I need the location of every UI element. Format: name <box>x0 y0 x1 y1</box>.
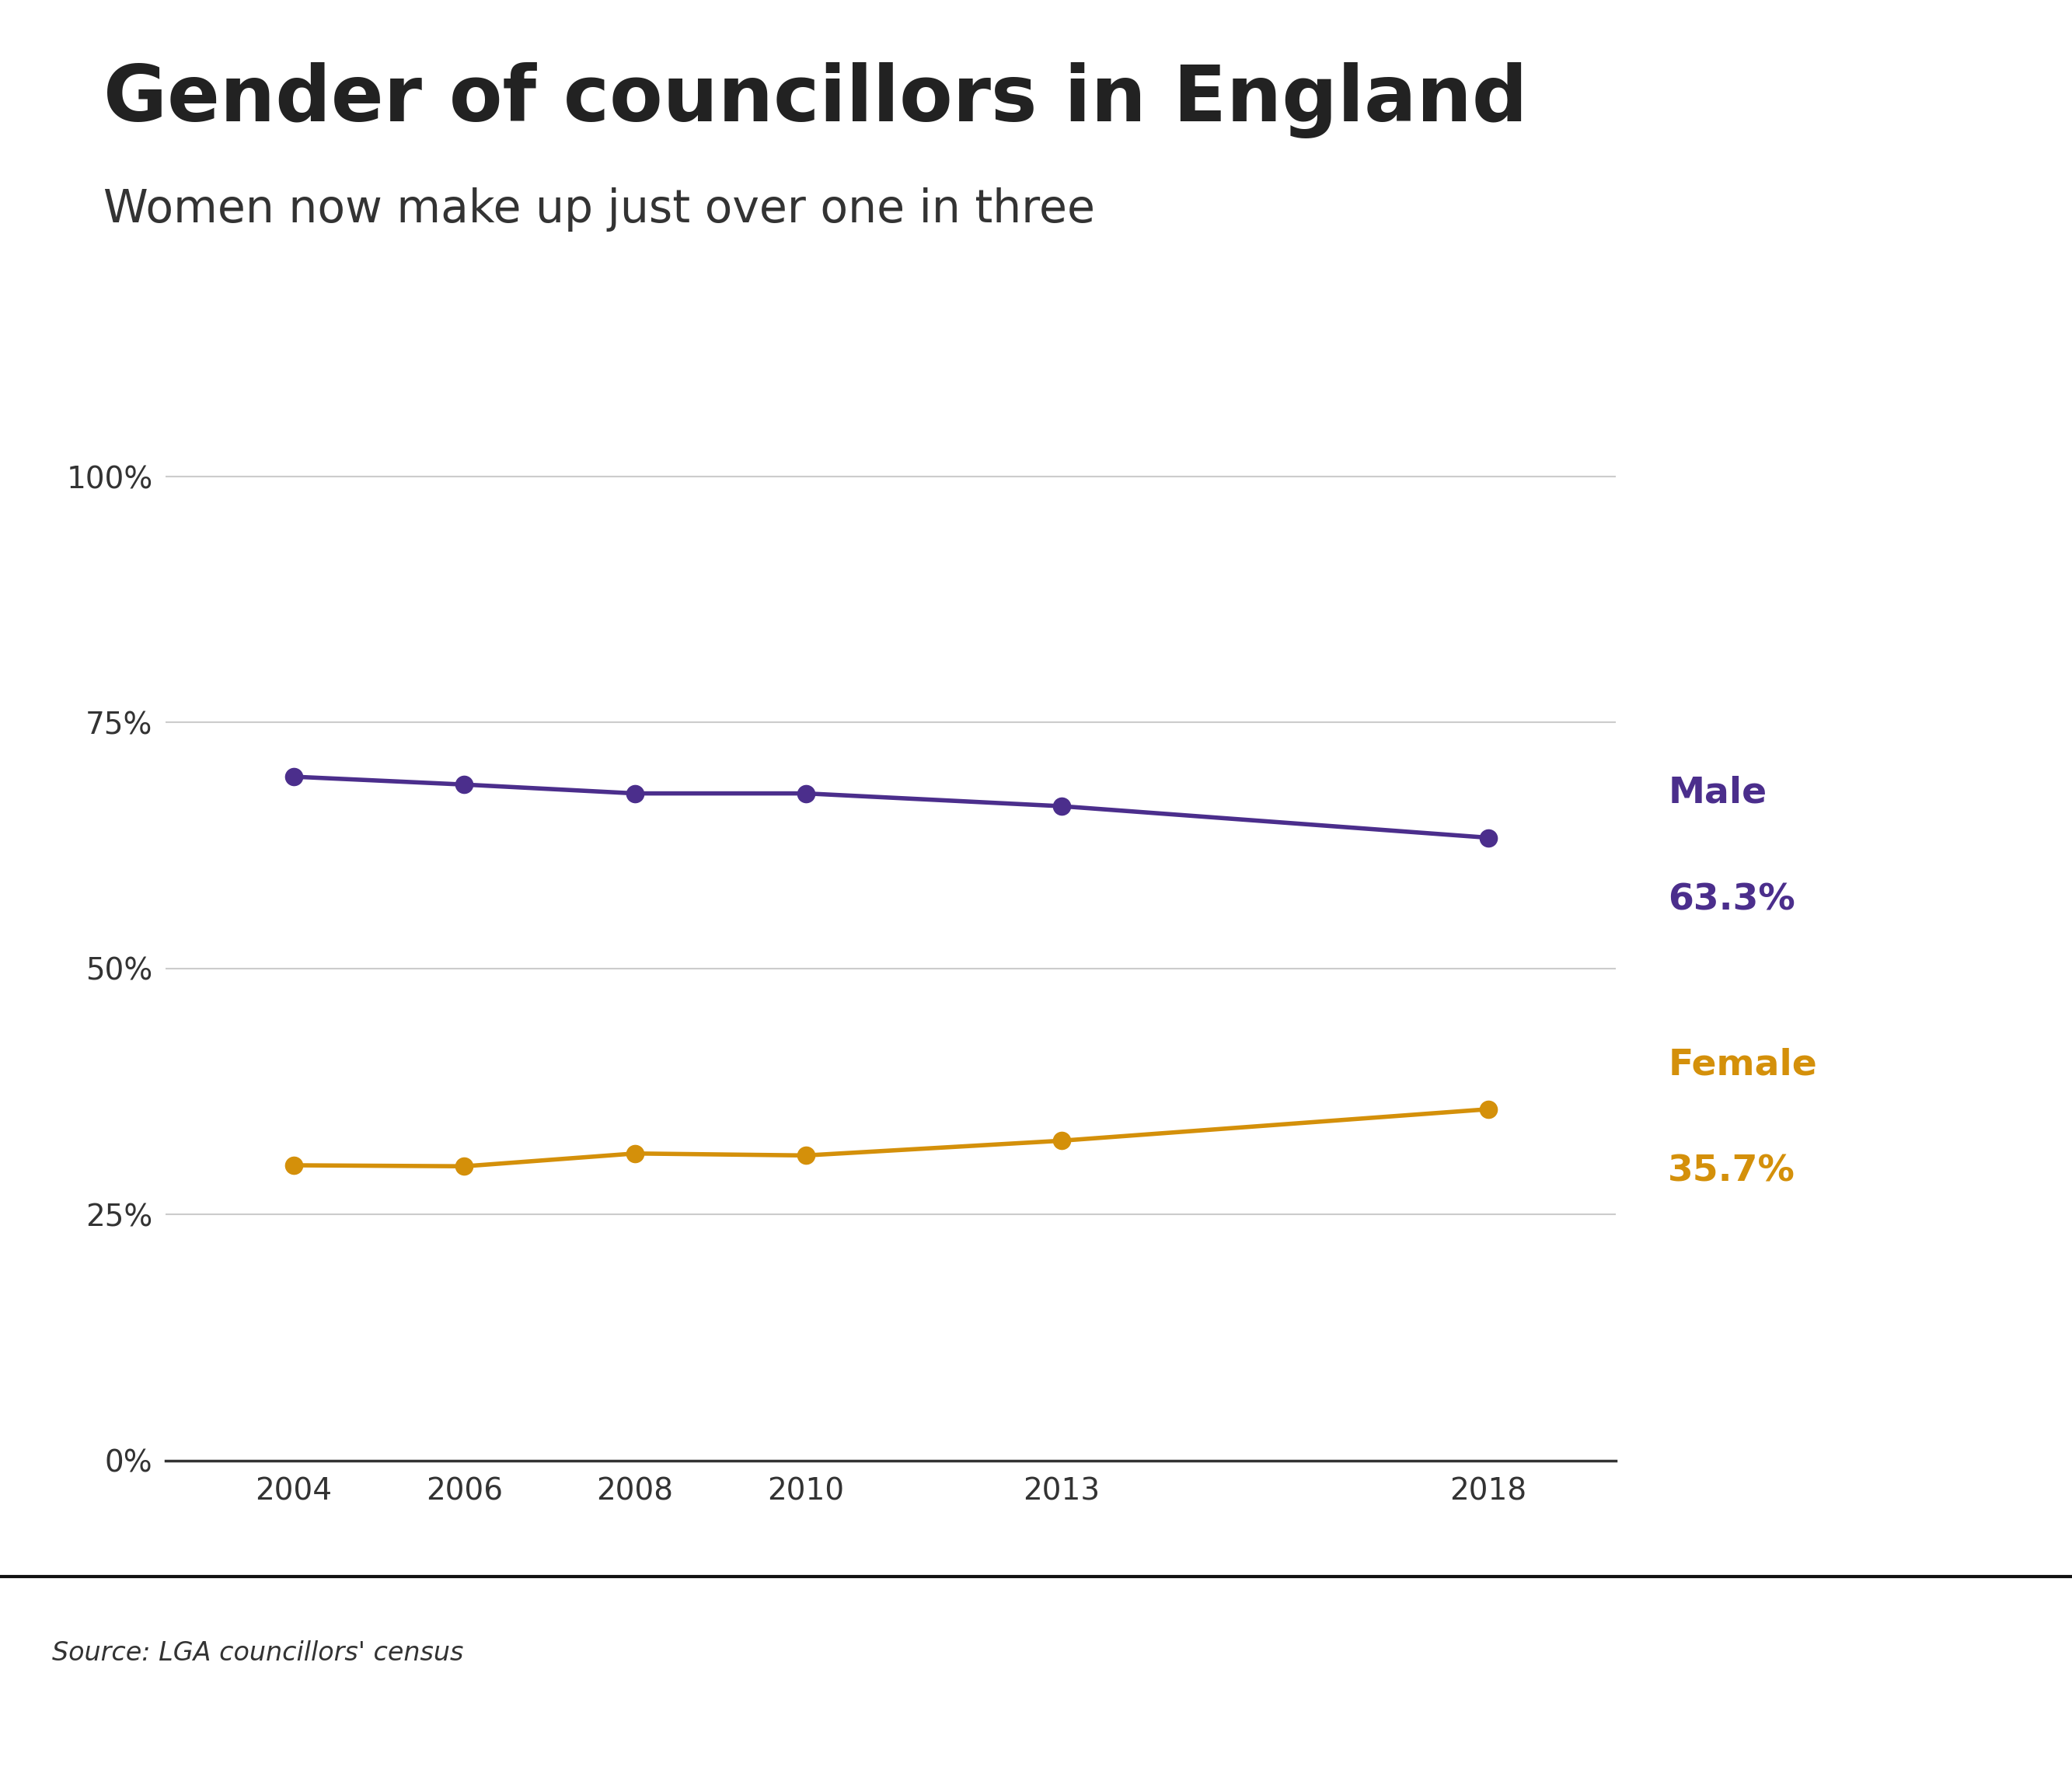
Text: Male: Male <box>1668 777 1767 810</box>
Text: Female: Female <box>1668 1047 1817 1083</box>
Text: 63.3%: 63.3% <box>1668 883 1794 917</box>
Text: Women now make up just over one in three: Women now make up just over one in three <box>104 187 1096 232</box>
Text: BBC: BBC <box>1900 1651 1979 1683</box>
Text: 35.7%: 35.7% <box>1668 1154 1794 1190</box>
Text: Gender of councillors in England: Gender of councillors in England <box>104 62 1527 139</box>
Text: Source: LGA councillors' census: Source: LGA councillors' census <box>52 1640 464 1665</box>
